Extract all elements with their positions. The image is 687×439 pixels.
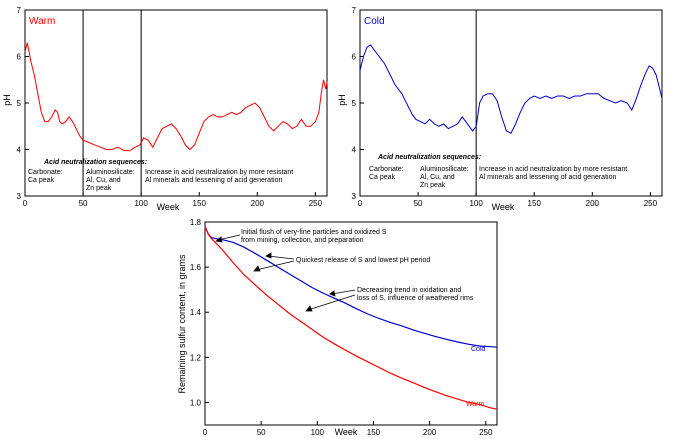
warm-y-tick-label: 7 — [17, 6, 22, 15]
warm-y-tick-label: 4 — [17, 146, 22, 155]
warm-x-tick-label: 50 — [79, 199, 88, 208]
warm-y-axis: 3 4 5 6 7 — [17, 6, 29, 201]
sulfur-y-axis-label: Remaining sulfur content, in grams — [177, 254, 187, 394]
warm-ph-chart: Warm 3 4 5 6 7 0 50 100 150 200 250 pH Week Acid … — [2, 6, 328, 212]
warm-ann-resistant-line2: Al minerals and lessening of acid genera… — [145, 177, 282, 184]
warm-y-tick-label: 3 — [17, 192, 22, 201]
warm-ann-resistant-line1: Increase in acid neutralization by more … — [145, 169, 293, 176]
warm-x-axis-label: Week — [157, 202, 180, 212]
cold-y-axis: 3 4 5 6 7 — [352, 6, 364, 201]
cold-x-axis-label: Week — [492, 202, 515, 212]
quickest-arrow-head-cold — [265, 252, 272, 259]
warm-x-tick-label: 150 — [193, 199, 207, 208]
warm-ann-carbonate-line2: Ca peak — [28, 177, 55, 184]
sulfur-ann-initial-flush-line1: Initial flush of very-fine particles and… — [241, 229, 387, 236]
warm-y-tick-label: 6 — [17, 53, 22, 62]
warm-ann-alumino-line1: Aluminosilicate: — [86, 169, 135, 176]
cold-ann-alumino-line1: Aluminosilicate: — [420, 166, 469, 173]
cold-ph-chart: Cold 3 4 5 6 7 0 50 100 150 200 250 pH Week Acid … — [337, 6, 663, 212]
cold-y-tick-label: 6 — [352, 53, 357, 62]
cold-x-tick-label: 100 — [469, 199, 483, 208]
cold-annotation-title: Acid neutralization sequences: — [377, 154, 481, 161]
cold-x-tick-label: 50 — [414, 199, 423, 208]
warm-ph-series-line — [24, 42, 328, 152]
sulfur-x-tick-label: 50 — [257, 428, 266, 437]
sulfur-plot-frame — [204, 221, 498, 426]
quickest-arrow-line-warm — [255, 260, 295, 271]
cold-y-tick-label: 7 — [352, 6, 357, 15]
sulfur-y-tick-label: 1.2 — [190, 353, 202, 362]
cold-series-label: Cold — [471, 346, 486, 353]
cold-x-axis: 0 50 100 150 200 250 — [358, 192, 658, 208]
warm-y-axis-label: pH — [2, 94, 12, 106]
sulfur-content-chart: 1.0 1.2 1.4 1.6 1.8 0 50 100 150 200 250 Remainin… — [177, 218, 498, 437]
warm-panel-title: Warm — [29, 16, 55, 27]
cold-ph-series-line — [359, 44, 663, 134]
sulfur-ann-decreasing-line1: Decreasing trend in oxidation and — [357, 287, 461, 294]
sulfur-ann-quickest-release: Quickest release of S and lowest pH peri… — [296, 257, 430, 264]
sulfur-y-axis: 1.0 1.2 1.4 1.6 1.8 — [190, 218, 209, 407]
cold-x-tick-label: 250 — [644, 199, 658, 208]
sulfur-x-tick-label: 100 — [311, 428, 325, 437]
warm-x-tick-label: 200 — [251, 199, 265, 208]
sulfur-x-tick-label: 200 — [423, 428, 437, 437]
cold-y-tick-label: 4 — [352, 146, 357, 155]
warm-ann-carbonate-line1: Carbonate: — [28, 169, 63, 176]
decreasing-arrow-head-cold — [329, 290, 336, 297]
sulfur-x-axis-label: Week — [335, 427, 358, 437]
cold-y-tick-label: 5 — [352, 99, 357, 108]
cold-ann-carbonate-line1: Carbonate: — [369, 166, 404, 173]
cold-ann-resistant-line2: Al minerals and lessening of acid genera… — [479, 174, 616, 181]
sulfur-x-tick-label: 150 — [367, 428, 381, 437]
quickest-arrow-line-cold — [267, 255, 295, 260]
cold-ann-alumino-line2: Al, Cu, and — [420, 174, 455, 181]
decreasing-arrow-line-warm — [307, 294, 356, 311]
cold-panel-title: Cold — [364, 16, 385, 27]
sulfur-x-axis: 0 50 100 150 200 250 — [203, 421, 493, 437]
sulfur-ann-decreasing-line2: loss of S, influence of weathered rims — [357, 295, 474, 302]
sulfur-ann-initial-flush-line2: from mining, collection, and preparation — [241, 237, 364, 244]
cold-ann-alumino-line3: Zn peak — [420, 182, 446, 189]
sulfur-y-tick-label: 1.8 — [190, 218, 202, 227]
quickest-arrow-head-warm — [253, 265, 261, 272]
warm-ann-alumino-line3: Zn peak — [86, 185, 112, 192]
cold-y-axis-label: pH — [337, 94, 347, 106]
warm-ann-alumino-line2: Al, Cu, and — [86, 177, 121, 184]
warm-series-label: Warm — [466, 401, 485, 408]
cold-y-tick-label: 3 — [352, 192, 357, 201]
warm-x-tick-label: 0 — [23, 199, 28, 208]
warm-sulfur-series-line — [204, 226, 498, 410]
cold-ann-resistant-line1: Increase in acid neutralization by more … — [479, 166, 627, 173]
warm-x-axis: 0 50 100 150 200 250 — [23, 192, 323, 208]
sulfur-x-tick-label: 0 — [203, 428, 208, 437]
cold-x-tick-label: 0 — [358, 199, 363, 208]
decreasing-arrow-head-warm — [305, 305, 313, 312]
sulfur-y-tick-label: 1.6 — [190, 263, 202, 272]
warm-x-tick-label: 100 — [134, 199, 148, 208]
initial-flush-arrow-head — [215, 236, 223, 243]
cold-sulfur-series-line — [204, 226, 498, 348]
sulfur-y-tick-label: 1.0 — [190, 398, 202, 407]
warm-y-tick-label: 5 — [17, 99, 22, 108]
sulfur-y-tick-label: 1.4 — [190, 308, 202, 317]
warm-x-tick-label: 250 — [309, 199, 323, 208]
warm-annotation-title: Acid neutralization sequences: — [43, 159, 147, 166]
cold-ann-carbonate-line2: Ca peak — [369, 174, 396, 181]
sulfur-x-tick-label: 250 — [479, 428, 493, 437]
decreasing-arrow-line-cold — [331, 289, 356, 295]
cold-x-tick-label: 150 — [528, 199, 542, 208]
cold-x-tick-label: 200 — [586, 199, 600, 208]
